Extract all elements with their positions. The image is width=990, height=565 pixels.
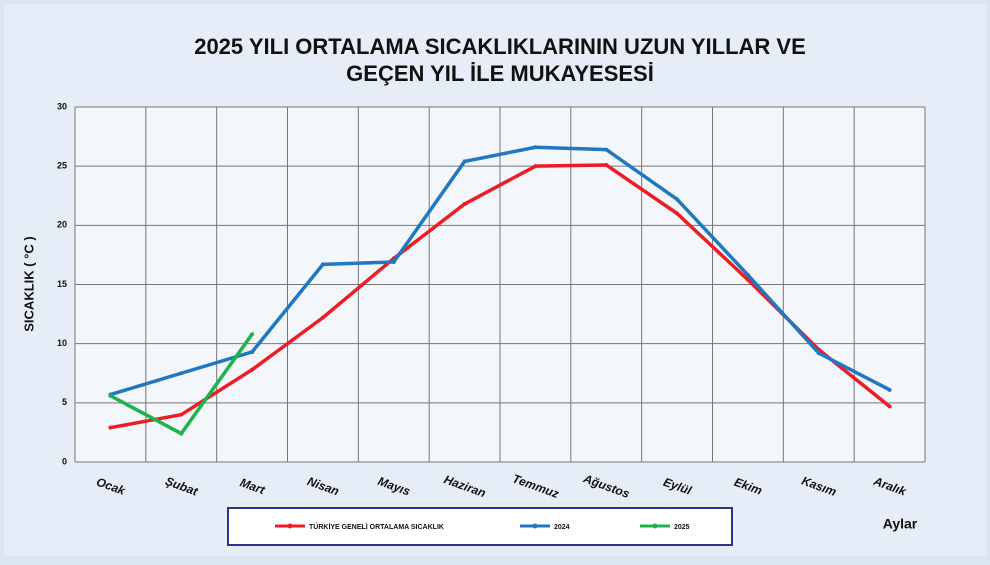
point: [320, 262, 325, 267]
y-tick-label: 5: [62, 397, 67, 407]
legend-marker: [287, 523, 293, 529]
y-tick-label: 30: [57, 101, 67, 111]
point: [604, 162, 609, 167]
point: [108, 425, 113, 430]
chart-subtitle: GEÇEN YIL İLE MUKAYESESİ: [346, 61, 654, 86]
legend-label: 2025: [674, 524, 690, 531]
point: [391, 260, 396, 265]
legend-marker: [652, 523, 658, 529]
point: [250, 332, 255, 337]
y-axis-label: SICAKLIK ( °C ): [21, 236, 36, 331]
point: [675, 211, 680, 216]
series-line: [110, 163, 891, 430]
point: [320, 315, 325, 320]
y-tick-label: 25: [57, 161, 67, 171]
point: [179, 371, 184, 376]
point: [675, 197, 680, 202]
point: [604, 147, 609, 152]
y-tick-label: 10: [57, 338, 67, 348]
x-axis-label: Aylar: [883, 516, 918, 532]
point: [462, 159, 467, 164]
point: [816, 351, 821, 356]
point: [887, 387, 892, 392]
chart-title: 2025 YILI ORTALAMA SICAKLIKLARININ UZUN …: [194, 34, 806, 59]
point: [179, 431, 184, 436]
point: [179, 412, 184, 417]
point: [745, 273, 750, 278]
point: [250, 367, 255, 372]
point: [887, 404, 892, 409]
y-tick-label: 0: [62, 456, 67, 466]
point: [533, 164, 538, 169]
legend-label: TÜRKİYE GENELİ ORTALAMA SICAKLIK: [309, 522, 444, 531]
point: [462, 202, 467, 207]
y-tick-label: 20: [57, 220, 67, 230]
point: [108, 393, 113, 398]
y-tick-label: 15: [57, 279, 67, 289]
legend-label: 2024: [554, 524, 570, 531]
point: [533, 145, 538, 150]
series-line: [109, 145, 891, 397]
point: [745, 277, 750, 282]
legend-marker: [532, 523, 538, 529]
point: [250, 349, 255, 354]
